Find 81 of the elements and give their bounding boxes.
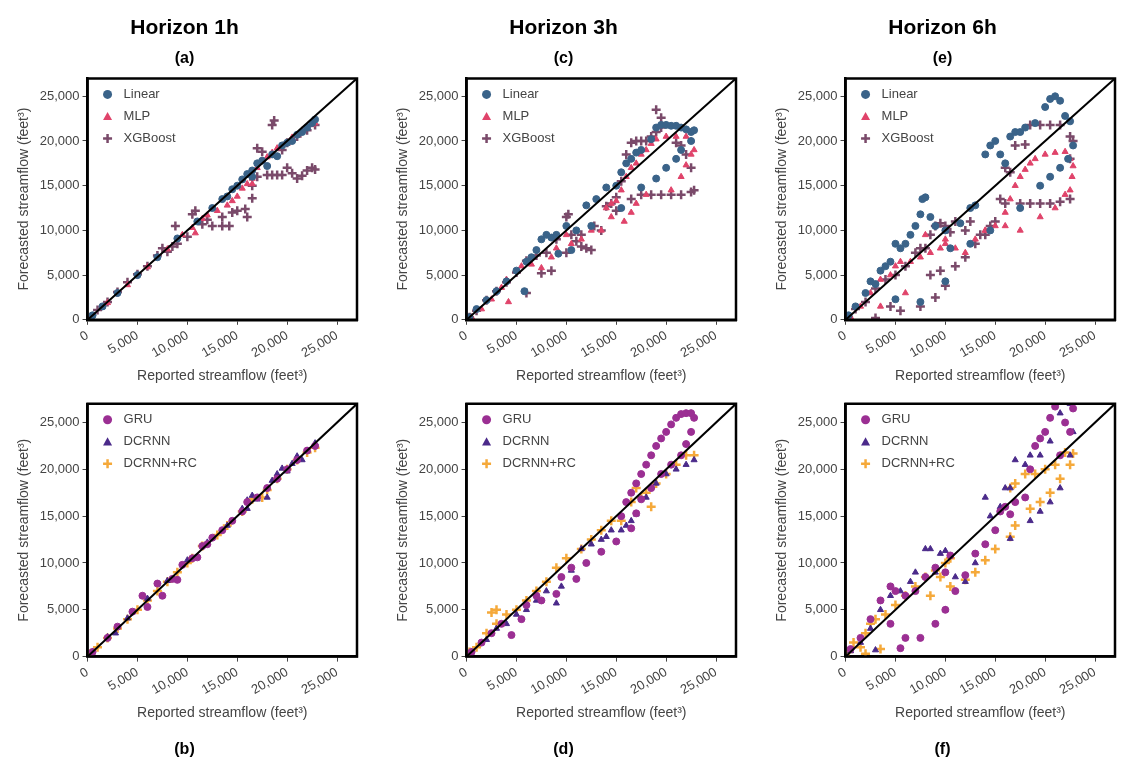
chart-subtitle: (e) — [932, 49, 953, 67]
x-tick-label: 5,000 — [105, 327, 141, 357]
y-tick-label: 25,000 — [797, 87, 838, 103]
legend-label: MLP — [502, 107, 530, 123]
legend-label: DCRNN — [881, 433, 929, 449]
y-tick-label: 0 — [451, 311, 459, 327]
y-axis-title: Forecasted streamflow (feet³) — [15, 107, 32, 291]
legend-label: DCRNN — [123, 433, 171, 449]
x-tick-label: 5,000 — [484, 664, 520, 694]
legend-label: DCRNN — [502, 433, 550, 449]
y-tick-label: 5,000 — [47, 601, 80, 617]
x-tick-label: 5,000 — [484, 327, 520, 357]
y-tick-label: 20,000 — [418, 132, 459, 148]
y-axis-title: Forecasted streamflow (feet³) — [773, 438, 790, 622]
y-tick-label: 10,000 — [418, 221, 459, 237]
y-tick-label: 10,000 — [797, 221, 838, 237]
y-tick-label: 20,000 — [39, 132, 80, 148]
y-axis-title: Forecasted streamflow (feet³) — [394, 107, 411, 291]
y-tick-label: 15,000 — [418, 507, 459, 523]
chart-subtitle: (c) — [553, 49, 574, 67]
y-tick-label: 15,000 — [39, 507, 80, 523]
legend-label: Linear — [881, 85, 919, 101]
y-tick-label: 5,000 — [805, 266, 838, 282]
y-tick-label: 25,000 — [797, 414, 838, 430]
x-axis-title: Reported streamflow (feet³) — [895, 704, 1066, 721]
y-tick-label: 5,000 — [47, 266, 80, 282]
y-tick-label: 15,000 — [39, 177, 80, 193]
y-axis-title: Forecasted streamflow (feet³) — [773, 107, 790, 291]
x-axis-title: Reported streamflow (feet³) — [516, 704, 687, 721]
y-tick-label: 0 — [830, 648, 838, 664]
legend-label: XGBoost — [123, 129, 176, 145]
legend-label: GRU — [123, 411, 153, 427]
chart-title: Horizon 1h — [130, 15, 239, 39]
y-tick-label: 5,000 — [426, 601, 459, 617]
y-tick-label: 10,000 — [39, 221, 80, 237]
y-tick-label: 0 — [451, 648, 459, 664]
y-tick-label: 5,000 — [426, 266, 459, 282]
y-tick-label: 20,000 — [797, 132, 838, 148]
y-tick-label: 25,000 — [418, 87, 459, 103]
y-tick-label: 10,000 — [39, 554, 80, 570]
chart-subtitle: (a) — [174, 49, 195, 67]
y-tick-label: 20,000 — [39, 460, 80, 476]
legend-label: GRU — [502, 411, 532, 427]
legend-label: Linear — [502, 85, 540, 101]
y-tick-label: 15,000 — [797, 177, 838, 193]
y-tick-label: 20,000 — [797, 460, 838, 476]
y-axis-title: Forecasted streamflow (feet³) — [15, 438, 32, 622]
legend-label: XGBoost — [881, 129, 934, 145]
y-tick-label: 20,000 — [418, 460, 459, 476]
legend-label: DCRNN+RC — [123, 455, 197, 471]
chart-title: Horizon 3h — [509, 15, 618, 39]
y-axis-title: Forecasted streamflow (feet³) — [394, 438, 411, 622]
x-axis-title: Reported streamflow (feet³) — [516, 367, 687, 384]
y-tick-label: 0 — [72, 648, 80, 664]
legend-label: DCRNN+RC — [502, 455, 576, 471]
legend-label: XGBoost — [502, 129, 555, 145]
legend-label: MLP — [123, 107, 151, 123]
text: (b) — [174, 739, 195, 757]
y-tick-label: 0 — [830, 311, 838, 327]
text: (f) — [934, 739, 951, 757]
legend-label: Linear — [123, 85, 161, 101]
y-tick-label: 5,000 — [805, 601, 838, 617]
x-axis-title: Reported streamflow (feet³) — [137, 704, 308, 721]
x-axis-title: Reported streamflow (feet³) — [137, 367, 308, 384]
chart-title: Horizon 6h — [888, 15, 997, 39]
text: (d) — [553, 739, 574, 757]
legend-label: MLP — [881, 107, 909, 123]
y-tick-label: 10,000 — [418, 554, 459, 570]
legend-label: DCRNN+RC — [881, 455, 955, 471]
legend-label: GRU — [881, 411, 911, 427]
x-tick-label: 5,000 — [105, 664, 141, 694]
y-tick-label: 25,000 — [39, 414, 80, 430]
x-tick-label: 5,000 — [863, 327, 899, 357]
x-axis-title: Reported streamflow (feet³) — [895, 367, 1066, 384]
y-tick-label: 15,000 — [797, 507, 838, 523]
y-tick-label: 25,000 — [39, 87, 80, 103]
x-tick-label: 5,000 — [863, 664, 899, 694]
y-tick-label: 25,000 — [418, 414, 459, 430]
y-tick-label: 10,000 — [797, 554, 838, 570]
y-tick-label: 0 — [72, 311, 80, 327]
y-tick-label: 15,000 — [418, 177, 459, 193]
